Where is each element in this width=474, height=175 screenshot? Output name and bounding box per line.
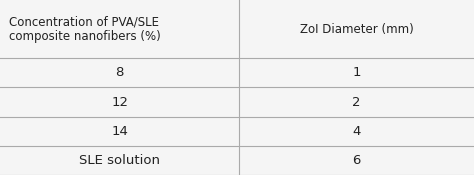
Text: 8: 8 [116, 66, 124, 79]
Text: 1: 1 [353, 66, 361, 79]
Text: ZoI Diameter (mm): ZoI Diameter (mm) [300, 23, 413, 36]
Text: 14: 14 [111, 125, 128, 138]
Text: 12: 12 [111, 96, 128, 108]
Text: Concentration of PVA/SLE
composite nanofibers (%): Concentration of PVA/SLE composite nanof… [9, 15, 161, 43]
Text: 2: 2 [353, 96, 361, 108]
Text: 6: 6 [353, 154, 361, 167]
Text: SLE solution: SLE solution [79, 154, 160, 167]
Text: 4: 4 [353, 125, 361, 138]
